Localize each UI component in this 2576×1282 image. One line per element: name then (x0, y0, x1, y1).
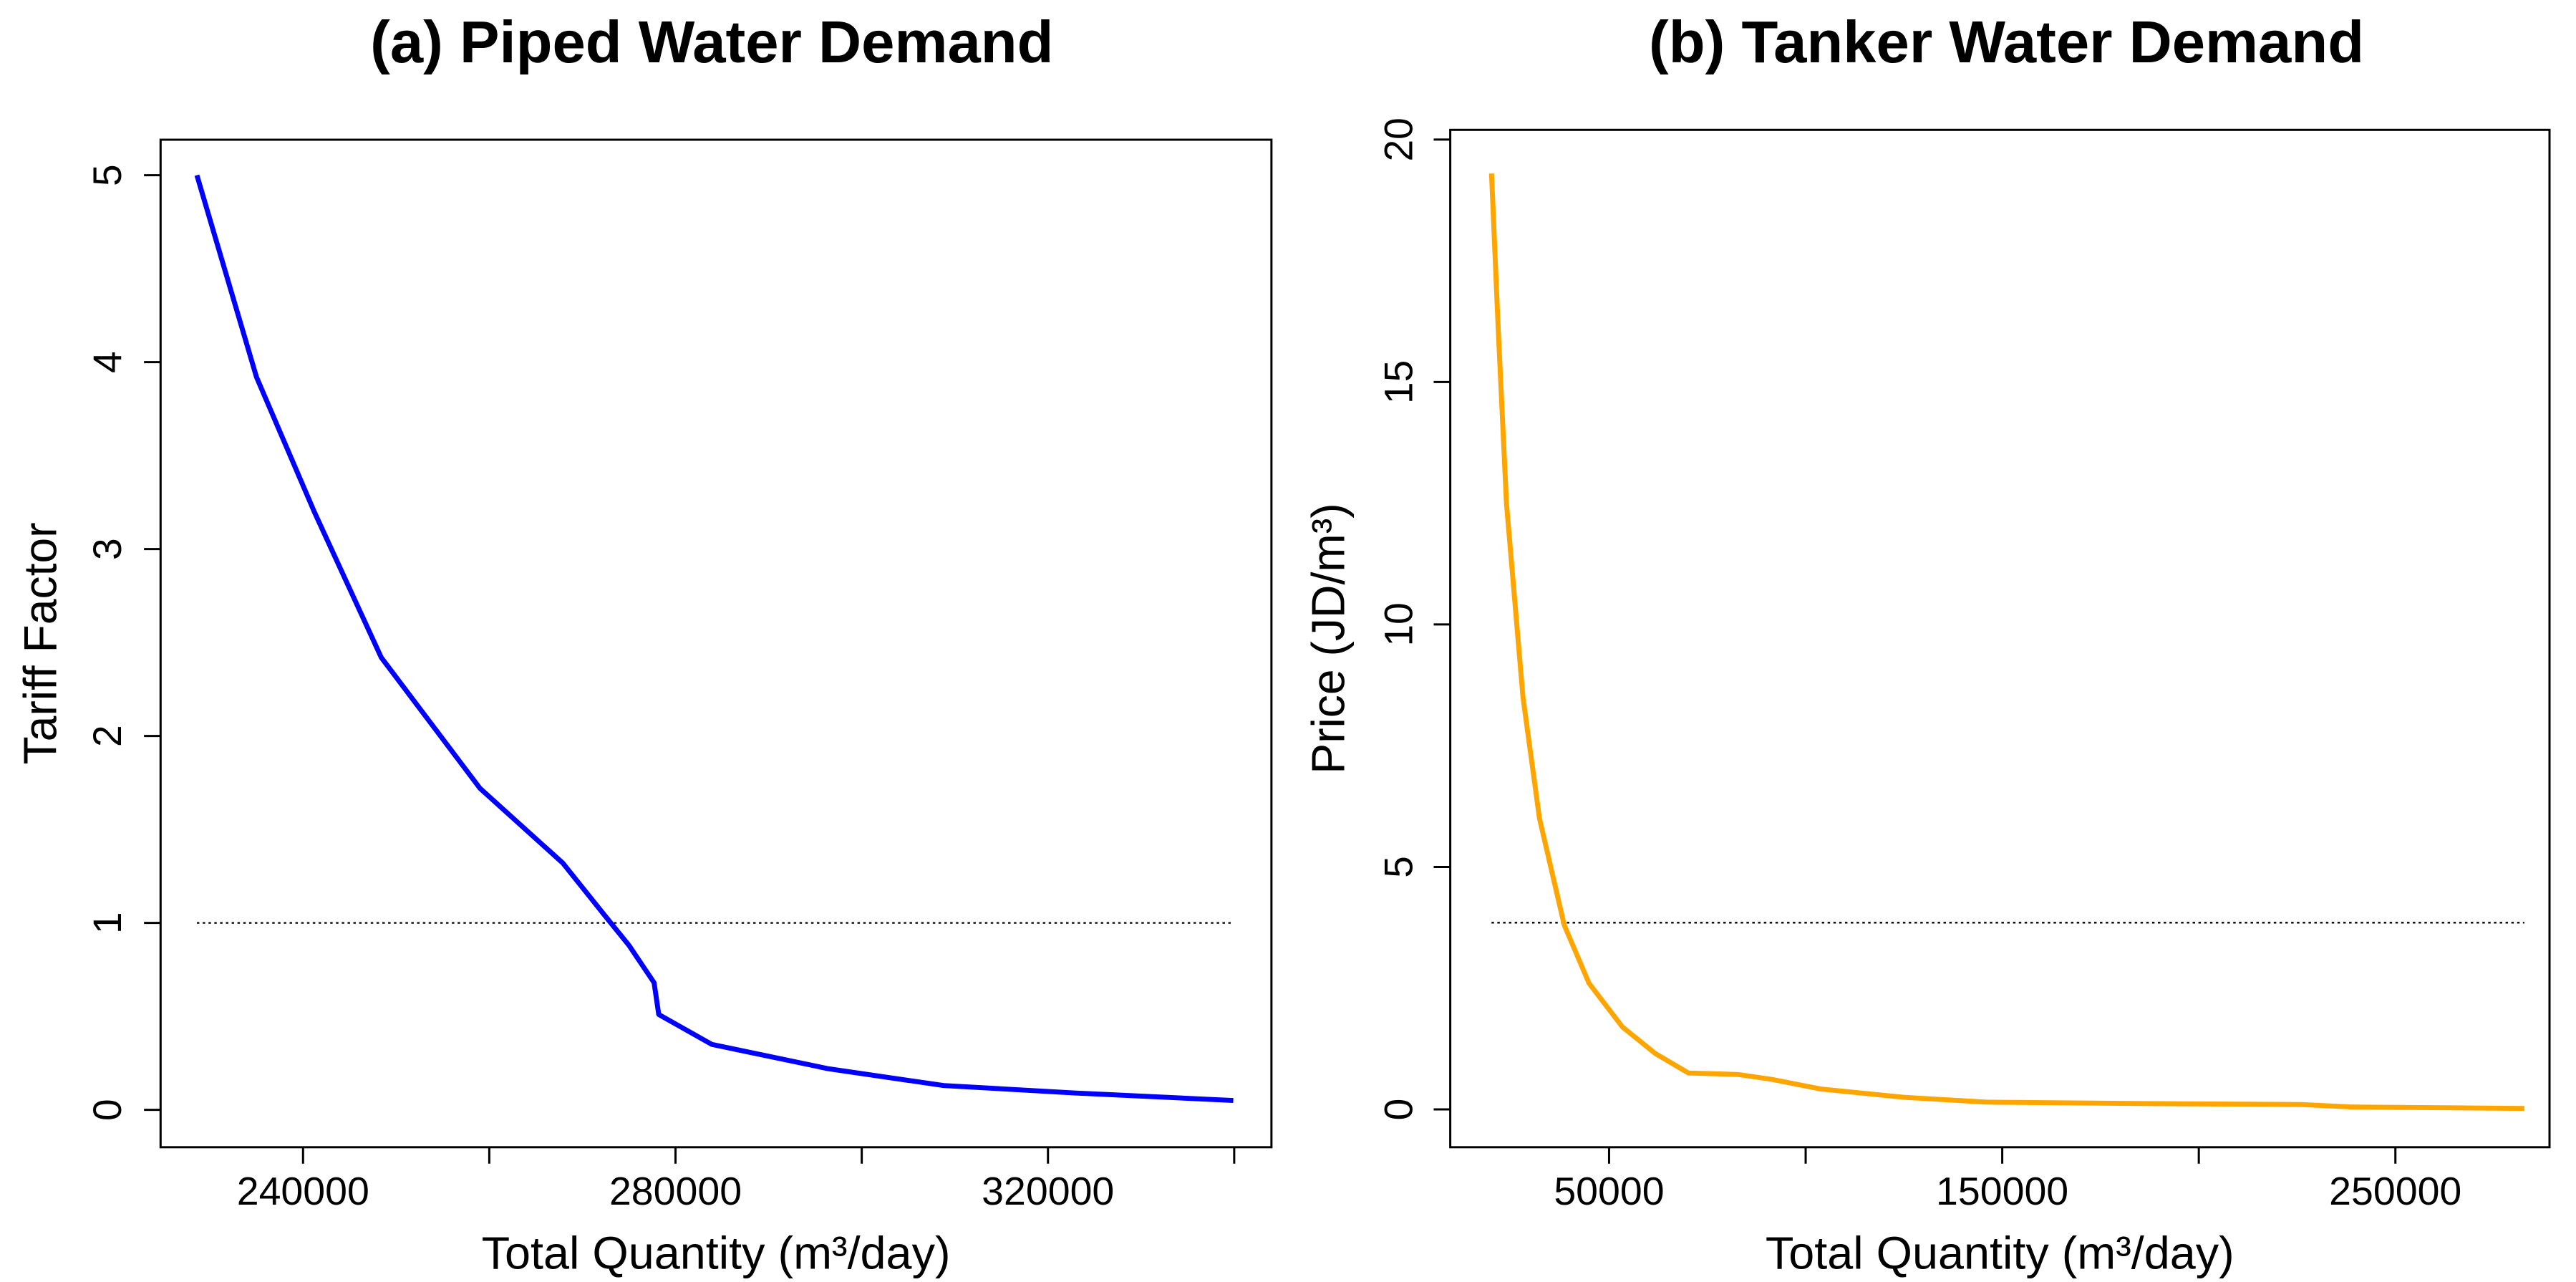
y-tick-label: 2 (85, 725, 130, 747)
y-tick-label: 0 (1376, 1099, 1420, 1121)
line (1488, 173, 2524, 1112)
y-axis-title: Tariff Factor (14, 522, 66, 764)
plot-frame (159, 138, 1273, 1149)
x-tick-label: 280000 (609, 1169, 742, 1213)
x-tick-label: 50000 (1554, 1169, 1664, 1213)
x-tick-label: 150000 (1936, 1169, 2068, 1213)
y-tick-label: 10 (1376, 602, 1420, 646)
chart-title: (a) Piped Water Demand (370, 9, 1053, 75)
y-tick-label: 20 (1376, 117, 1420, 161)
y-tick-label: 15 (1376, 360, 1420, 404)
y-tick-label: 5 (85, 164, 130, 186)
x-axis-title: Total Quantity (m³/day) (1766, 1228, 2234, 1279)
y-tick-label: 4 (85, 351, 130, 373)
plot-frame (1449, 128, 2551, 1149)
chart-title: (b) Tanker Water Demand (1649, 9, 2364, 75)
y-tick-label: 3 (85, 538, 130, 560)
x-tick-label: 320000 (982, 1169, 1114, 1213)
y-tick-label: 0 (85, 1099, 130, 1121)
y-axis-title: Price (JD/m³) (1302, 503, 1354, 773)
y-tick-label: 5 (1376, 856, 1420, 878)
x-tick-label: 250000 (2329, 1169, 2461, 1213)
y-tick-label: 1 (85, 912, 130, 934)
x-tick-label: 240000 (237, 1169, 369, 1213)
line (194, 174, 1234, 1104)
x-axis-title: Total Quantity (m³/day) (482, 1228, 951, 1279)
